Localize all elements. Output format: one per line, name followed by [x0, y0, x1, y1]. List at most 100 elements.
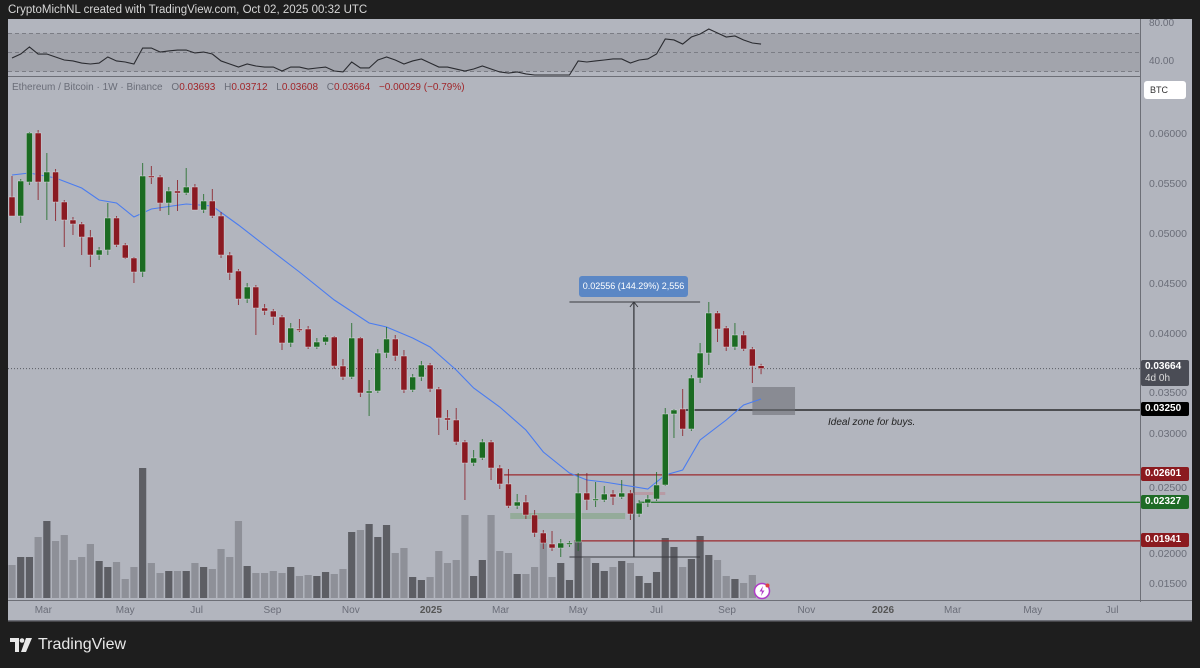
volume-bar: [51, 541, 60, 598]
candle-body: [574, 492, 582, 543]
time-tick-label: Jul: [650, 605, 663, 616]
buy-zone-annotation[interactable]: Ideal zone for buys.: [828, 417, 916, 428]
chart-attribution: CryptoMichNL created with TradingView.co…: [8, 4, 368, 16]
candle-body: [270, 310, 277, 318]
candle-body: [592, 498, 599, 501]
price-tick-label: 0.02500: [1149, 482, 1187, 494]
open-label: O: [171, 82, 180, 93]
last-price-value: 0.03664: [1145, 361, 1182, 372]
volume-bar: [679, 567, 687, 598]
lightning-icon[interactable]: [753, 582, 771, 600]
candle-body: [601, 493, 608, 501]
candle-body: [226, 254, 233, 274]
candle-body: [505, 483, 512, 507]
candle-body: [43, 171, 51, 183]
candle-body: [165, 190, 172, 204]
candle-series: [8, 130, 765, 557]
candle-body: [8, 196, 16, 217]
volume-bar: [304, 575, 312, 598]
candle-body: [749, 348, 756, 367]
candle-body: [365, 390, 373, 394]
candle-body: [122, 244, 129, 259]
candle-body: [322, 336, 329, 343]
moving-average: [11, 172, 762, 490]
candle-body: [304, 328, 312, 348]
volume-bar: [260, 573, 269, 598]
time-tick-label: Mar: [492, 605, 510, 616]
volume-bar: [626, 563, 635, 598]
volume-series: [8, 468, 765, 598]
time-tick-label: 2025: [419, 605, 443, 616]
rsi-line: [11, 28, 762, 76]
volume-bar: [147, 563, 155, 598]
volume-bar: [8, 565, 16, 598]
volume-bar: [461, 515, 469, 598]
candle-body: [723, 327, 730, 348]
low-value: 0.03608: [281, 82, 319, 93]
price-range-measure-label[interactable]: 0.02556 (144.29%) 2,556: [579, 276, 688, 297]
candle-body: [409, 376, 416, 391]
price-tick-label: 0.03500: [1149, 387, 1187, 399]
level-tag-0-02327: 0.02327: [1141, 495, 1189, 509]
low-label: L: [276, 82, 282, 93]
volume-bar: [374, 537, 382, 598]
level-tag-0-02601: 0.02601: [1141, 467, 1189, 481]
candle-body: [740, 334, 747, 350]
tradingview-logo[interactable]: TradingView: [10, 636, 126, 654]
candle-body: [418, 364, 425, 378]
price-tick-label: 0.02000: [1149, 548, 1187, 560]
symbol-legend[interactable]: Ethereum / Bitcoin · 1W · Binance O0.036…: [12, 82, 465, 93]
volume-bar: [391, 553, 399, 598]
volume-bar: [382, 525, 391, 598]
last-price-tag: 0.03664 4d 0h: [1141, 360, 1189, 386]
close-label: C: [326, 82, 335, 93]
volume-bar: [295, 576, 304, 598]
volume-bar: [25, 557, 34, 598]
candle-body: [104, 217, 112, 251]
candle-body: [17, 180, 24, 217]
volume-bar: [487, 515, 495, 598]
candle-body: [261, 307, 268, 312]
candle-body: [191, 186, 199, 211]
volume-bar: [348, 532, 356, 598]
candle-body: [148, 175, 155, 178]
candle-body: [400, 355, 408, 391]
volume-bar: [121, 579, 129, 598]
candle-body: [339, 365, 347, 378]
tradingview-logo-icon: [10, 638, 32, 652]
rsi-divider: [8, 76, 1140, 77]
time-tick-label: May: [568, 605, 588, 616]
chart-frame[interactable]: [8, 19, 1192, 621]
currency-badge[interactable]: BTC: [1144, 81, 1186, 99]
tradingview-brand: TradingView: [38, 636, 127, 653]
candle-body: [583, 492, 591, 501]
volume-bar: [191, 563, 199, 598]
candle-body: [653, 484, 660, 500]
time-tick-label: Nov: [341, 605, 360, 616]
chart-grid: [8, 19, 1192, 622]
volume-bar: [705, 555, 713, 598]
candle-body: [461, 441, 469, 464]
time-tick-label: Mar: [944, 605, 962, 616]
level-tag-0-01941: 0.01941: [1141, 533, 1189, 547]
volume-bar: [208, 569, 216, 598]
candle-body: [635, 502, 643, 515]
volume-bar: [330, 574, 338, 598]
volume-bar: [34, 537, 42, 598]
volume-bar: [43, 521, 51, 598]
volume-bar: [400, 548, 408, 598]
candle-body: [435, 388, 442, 419]
volume-bar: [182, 571, 190, 598]
volume-bar: [618, 561, 626, 598]
candle-body: [174, 190, 181, 194]
volume-bar: [95, 561, 103, 598]
candle-body: [52, 171, 59, 203]
volume-bar: [426, 577, 434, 598]
volume-bar: [748, 575, 756, 598]
volume-bar: [252, 573, 260, 598]
price-tick-label: 0.04500: [1149, 278, 1187, 290]
volume-bar: [321, 572, 330, 598]
volume-bar: [435, 551, 443, 598]
candle-body: [87, 236, 94, 256]
